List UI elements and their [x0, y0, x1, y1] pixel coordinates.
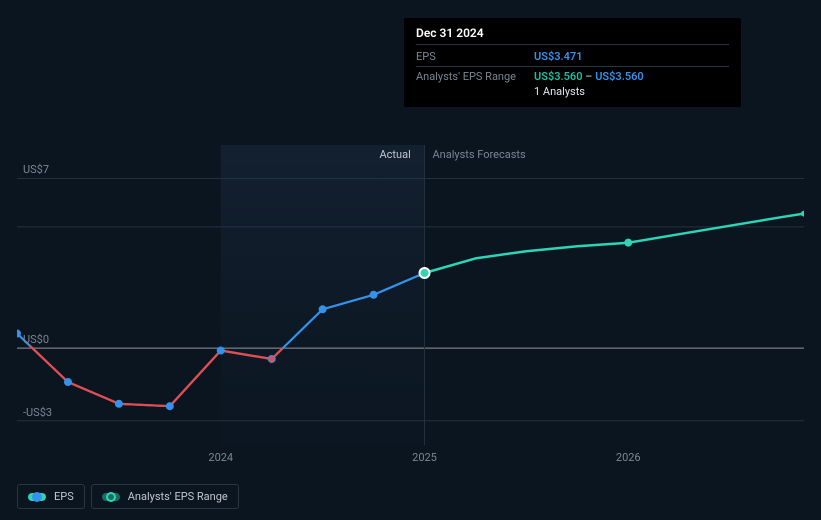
legend-item-eps-range[interactable]: Analysts' EPS Range	[91, 484, 239, 509]
y-tick-label: -US$3	[23, 406, 52, 419]
tooltip-range-sep: –	[585, 70, 595, 83]
y-tick-label: US$0	[23, 333, 49, 346]
x-tick-label: 2026	[616, 451, 641, 464]
legend-swatch-range	[102, 493, 120, 501]
tooltip-analyst-count: 1 Analysts	[534, 85, 585, 98]
x-tick-label: 2025	[412, 451, 437, 464]
tooltip-range-label: Analysts' EPS Range	[416, 70, 534, 83]
chart-tooltip: Dec 31 2024 EPS US$3.471 Analysts' EPS R…	[404, 18, 741, 107]
section-label-forecast: Analysts Forecasts	[433, 148, 526, 161]
section-label-actual: Actual	[380, 148, 411, 161]
legend-item-eps[interactable]: EPS	[17, 484, 85, 509]
tooltip-spacer	[416, 85, 534, 98]
tooltip-eps-label: EPS	[416, 50, 534, 63]
chart-legend: EPS Analysts' EPS Range	[17, 484, 239, 509]
legend-label: Analysts' EPS Range	[128, 490, 228, 503]
x-tick-label: 2024	[208, 451, 233, 464]
tooltip-eps-value: US$3.471	[534, 50, 583, 63]
tooltip-range-low: US$3.560	[534, 70, 583, 83]
tooltip-range-high: US$3.560	[595, 70, 644, 83]
legend-label: EPS	[54, 490, 74, 503]
y-tick-label: US$7	[23, 163, 49, 176]
legend-swatch-eps	[28, 493, 46, 501]
tooltip-date: Dec 31 2024	[416, 26, 729, 45]
